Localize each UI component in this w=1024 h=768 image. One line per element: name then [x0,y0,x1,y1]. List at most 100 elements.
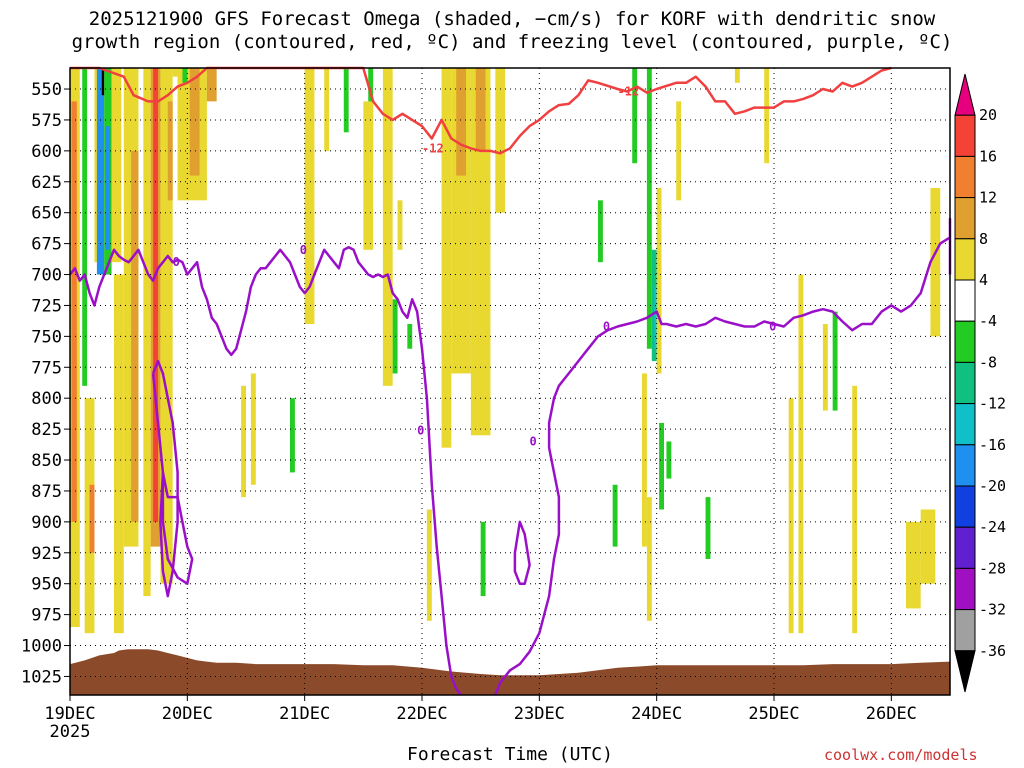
omega-cell [612,484,618,547]
x-tick-label: 24DEC [631,704,682,724]
y-tick-label: 700 [31,266,62,286]
y-tick-label: 625 [31,173,62,193]
omega-cell [290,398,295,473]
omega-cell [407,323,413,349]
omega-cell [111,68,122,263]
omega-cell [189,68,200,176]
colorbar-swatch [954,609,976,652]
colorbar-swatch [954,444,976,487]
chart-title-line2: growth region (contoured, red, ºC) and f… [71,31,953,53]
omega-cell [788,398,794,634]
x-tick-label: 23DEC [514,704,565,724]
plot-area: -12 -12 0 0 0 0 0 0 550 575 600 625 650 675 700 725 750 7… [21,66,952,742]
omega-cell [206,68,217,102]
omega-cell [676,101,682,201]
colorbar-swatch [954,114,976,157]
omega-cell [930,187,941,337]
colorbar-swatch [954,567,976,611]
y-tick-label: 550 [31,80,62,100]
colorbar-swatch [954,155,976,199]
y-tick-label: 600 [31,142,62,162]
freezing-level-contour [161,472,194,585]
freezing-contour-label: 0 [417,423,424,437]
omega-cell [397,200,403,250]
omega-cell [382,68,393,386]
x-tick-label: 21DEC [279,704,330,724]
colorbar-label: -28 [979,559,1006,577]
x-axis-title: Forecast Time (UTC) [407,744,613,765]
y-tick-label: 975 [31,606,62,626]
omega-cell [182,68,188,83]
colorbar-swatch [954,197,976,240]
y-tick-label: 1000 [21,637,62,657]
omega-cell [764,68,770,164]
plot-frame [69,67,951,696]
colorbar-swatch [954,403,976,446]
x-tick-label: 20DEC [162,704,213,724]
freezing-contour-label: 0 [769,319,776,333]
y-tick-label: 900 [31,513,62,533]
omega-cell [646,497,652,621]
omega-cell [495,68,506,213]
chart-title: 2025121900 GFS Forecast Omega (shaded, −… [0,8,1024,54]
omega-cell [441,68,452,448]
omega-cell [131,150,139,522]
omega-cell [646,68,652,349]
omega-cell [105,126,111,250]
y-tick-label: 575 [31,111,62,131]
omega-cell [456,68,466,176]
colorbar-swatch [954,526,976,569]
omega-cell [96,68,105,275]
y-tick-label: 650 [31,204,62,224]
colorbar-label: -16 [979,436,1006,454]
y-tick-label: 1025 [21,667,62,687]
omega-cell [250,373,256,485]
omega-cell [906,521,921,609]
colorbar-label: 12 [979,189,997,207]
omega-cell [114,274,124,634]
colorbar-label: -36 [979,642,1006,660]
omega-cell [480,521,486,597]
omega-cell [82,68,88,386]
credit-link[interactable]: coolwx.com/models [824,746,978,764]
freezing-contour-label: 0 [300,243,307,257]
x-tick-label: 25DEC [748,704,799,724]
omega-cell [656,187,662,374]
colorbar-swatch [954,320,976,363]
y-tick-label: 800 [31,389,62,409]
omega-cell [475,68,486,151]
y-tick-label: 750 [31,327,62,347]
colorbar: 20 16 12 8 4 -4 -8 -12 -16 -20 -24 -28 -32 -36 [954,73,1006,693]
terrain-fill [70,649,950,695]
omega-cell [241,385,246,498]
freezing-level-contour [494,217,952,696]
freezing-contour-label: 0 [530,434,537,448]
omega-cell [642,373,647,547]
omega-cell [852,385,858,634]
omega-cell [143,68,151,597]
omega-cell [798,274,804,634]
colorbar-label: 20 [979,106,997,124]
y-tick-label: 925 [31,544,62,564]
colorbar-bottom-arrow [954,650,976,693]
dgz-contour-label: -12 [422,141,444,155]
freezing-level-contour [69,246,463,696]
omega-cell [426,509,432,621]
dgz-contour-label: -12 [618,84,640,98]
omega-cell [304,68,315,324]
colorbar-label: 8 [979,230,988,248]
colorbar-label: -12 [979,395,1006,413]
omega-cell [734,68,740,83]
omega-cell [598,200,603,263]
y-tick-label: 675 [31,235,62,255]
colorbar-label: -4 [979,312,997,330]
colorbar-swatch [954,279,976,322]
omega-cell [470,68,491,436]
colorbar-label: -24 [979,518,1006,536]
omega-cell [832,311,838,411]
omega-cell [632,68,638,164]
omega-cell [705,497,711,559]
colorbar-label: -8 [979,353,997,371]
colorbar-top-arrow [954,73,976,116]
